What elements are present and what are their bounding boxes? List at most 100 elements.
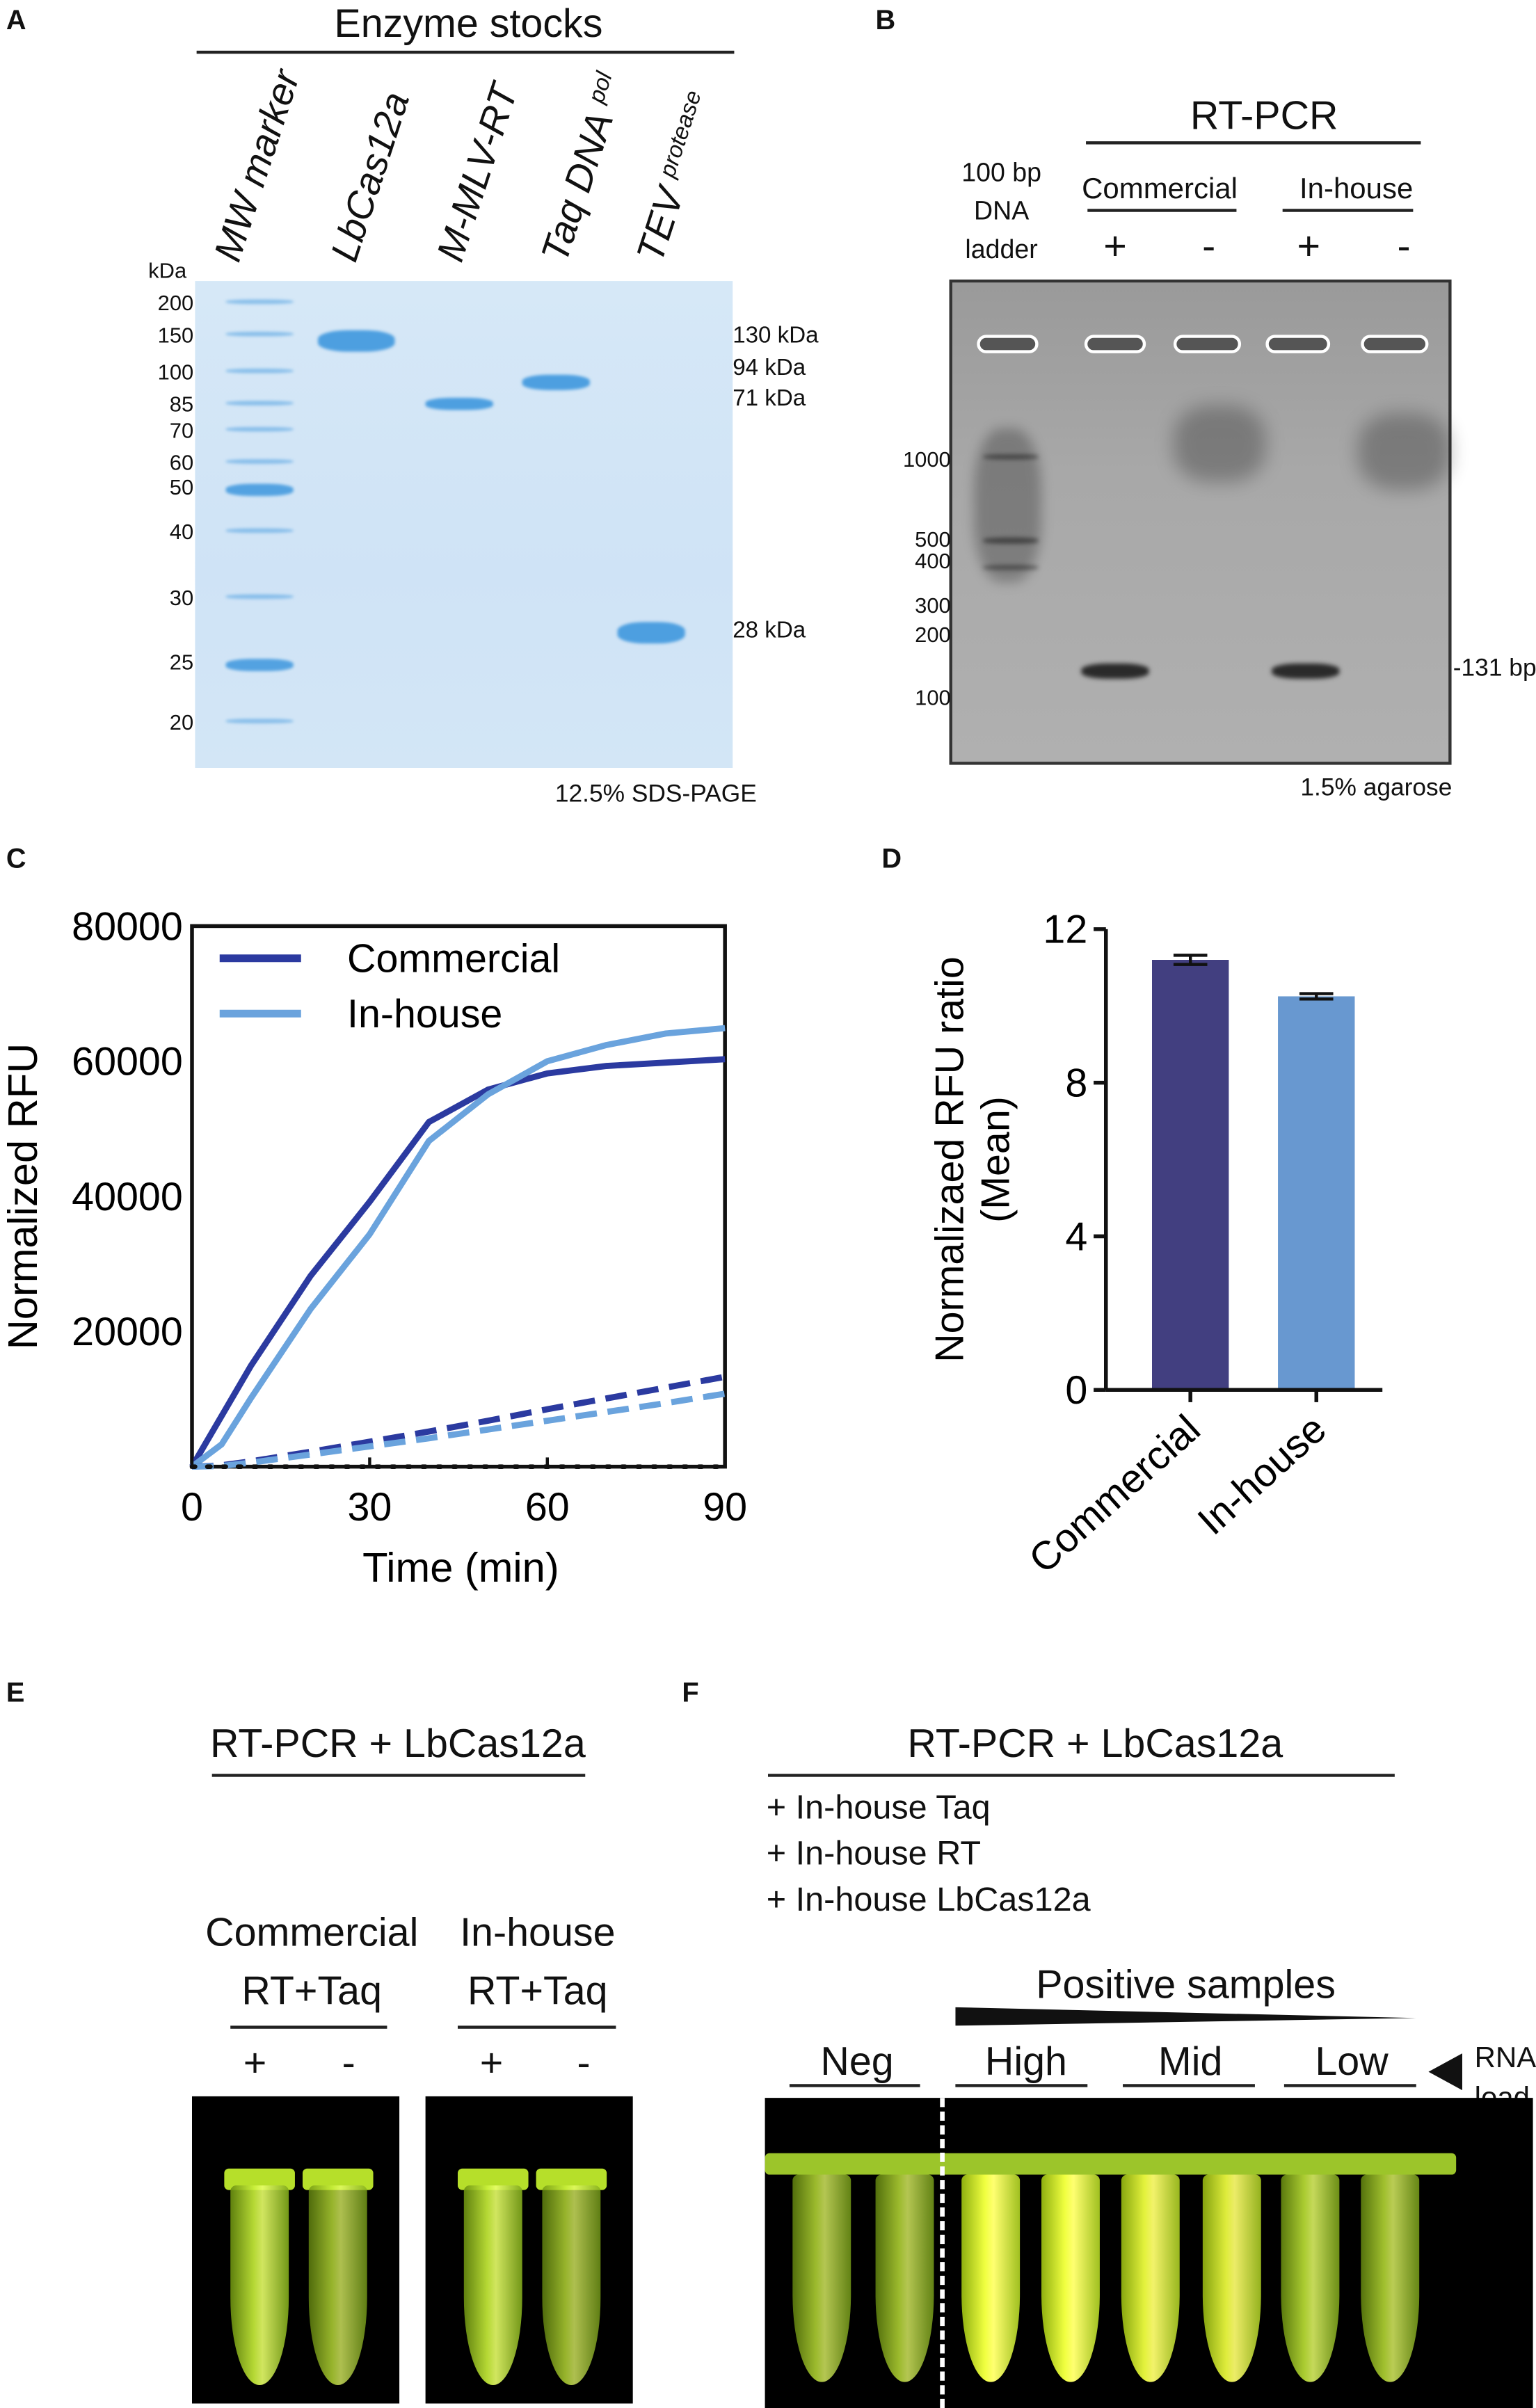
bar-commercial <box>1152 960 1229 1390</box>
kda-unit: kDa <box>148 257 187 283</box>
tube-positive <box>230 2185 289 2386</box>
y-axis-label: Normalized RFU <box>0 1043 46 1350</box>
group-underline <box>457 2025 616 2029</box>
pcr-band-131bp <box>1081 663 1149 679</box>
pcr-tube <box>792 2174 851 2382</box>
marker-band <box>225 594 294 600</box>
group-inhouse: In-house <box>1299 173 1414 206</box>
panel-c-label: C <box>6 843 26 874</box>
divider-dashed-line <box>940 2098 945 2408</box>
panel-b-title: RT-PCR <box>1190 92 1338 138</box>
band-label-131bp: -131 bp <box>1453 655 1536 682</box>
group-underline <box>230 2025 387 2029</box>
condition-label: + In-house RT <box>766 1833 982 1872</box>
group-commercial: Commercial <box>1082 173 1238 206</box>
gel-well <box>1361 335 1429 353</box>
panel-a-label: A <box>6 4 26 35</box>
ladder-title-line: 100 bp <box>961 158 1042 188</box>
ladder-tick-label: 70 <box>169 417 194 442</box>
group-label: RT+Taq <box>241 1967 383 2014</box>
pcr-band-131bp <box>1272 663 1340 679</box>
arrow-left-icon <box>1428 2053 1463 2091</box>
group-neg: Neg <box>820 2038 894 2085</box>
series-line-dashed-3 <box>191 1390 726 1470</box>
group-low: Low <box>1315 2038 1389 2085</box>
ladder-tick-label: 50 <box>169 474 194 499</box>
pcr-tube <box>1281 2174 1340 2382</box>
sign-label: - <box>1397 223 1411 269</box>
title-underline <box>1086 141 1421 145</box>
x-tick-label: Commercial <box>1021 1406 1208 1582</box>
y-tick-label: 80000 <box>72 904 183 949</box>
ladder-tick-label: 400 <box>915 548 951 573</box>
band-size-label: 130 kDa <box>733 322 819 349</box>
group-high: High <box>984 2038 1067 2085</box>
group-label: Commercial <box>205 1909 419 1955</box>
ladder-smear <box>973 428 1042 582</box>
condition-label: + In-house Taq <box>766 1788 991 1827</box>
x-tick-label: In-house <box>1190 1406 1335 1543</box>
protein-band <box>318 330 395 352</box>
bar-in-house <box>1278 996 1355 1390</box>
ladder-tick-label: 1000 <box>902 447 951 472</box>
panel-f-label: F <box>682 1677 699 1708</box>
ladder-tick-label: 200 <box>157 290 194 315</box>
series-line-in-house <box>190 1025 726 1470</box>
x-axis-label: Time (min) <box>362 1544 559 1591</box>
ladder-tick-label: 100 <box>915 684 951 710</box>
gel-well <box>1265 335 1331 353</box>
protein-band <box>617 622 685 644</box>
series-line-commercial <box>189 1056 726 1468</box>
title-underline <box>768 1774 1395 1777</box>
ladder-tick-label: 85 <box>169 392 194 417</box>
sign-label: - <box>577 2039 591 2086</box>
tube-negative <box>542 2185 601 2386</box>
decreasing-load-wedge-icon <box>955 2007 1416 2026</box>
marker-band <box>225 368 294 374</box>
ladder-tick-label: 20 <box>169 709 194 735</box>
y-tick-label: 20000 <box>72 1310 183 1354</box>
high-mw-smear <box>1173 405 1266 483</box>
marker-band <box>225 528 294 533</box>
group-underline <box>1087 209 1237 212</box>
gel-well <box>1173 335 1242 353</box>
y-axis-label: Normalizaed RFU ratio <box>927 956 972 1363</box>
band-size-label: 94 kDa <box>733 355 806 381</box>
panel-b-label: B <box>875 4 896 35</box>
ladder-tick-label: 300 <box>915 593 951 618</box>
x-tick-label: 90 <box>703 1485 747 1530</box>
title-underline <box>196 50 735 54</box>
y-tick-label: 4 <box>1065 1214 1087 1259</box>
sign-label: - <box>342 2039 355 2086</box>
tube-strip-photo <box>765 2098 1533 2408</box>
marker-band <box>225 426 294 432</box>
pcr-tube <box>961 2174 1021 2382</box>
ladder-tick-label: 40 <box>169 519 194 544</box>
ladder-tick-label: 100 <box>157 359 194 384</box>
panel-e-label: E <box>6 1677 25 1708</box>
ladder-tick-label: 500 <box>915 527 951 552</box>
agarose-gel <box>949 279 1452 765</box>
band-size-label: 28 kDa <box>733 617 806 644</box>
ladder-title-line: DNA <box>973 196 1030 226</box>
pcr-tube <box>1041 2174 1100 2382</box>
marker-band <box>225 401 294 406</box>
ladder-tick-label: 25 <box>169 649 194 675</box>
condition-label: + In-house LbCas12a <box>766 1879 1091 1918</box>
tube-photo-commercial <box>192 2096 400 2404</box>
positive-samples-label: Positive samples <box>1036 1961 1336 2007</box>
group-underline <box>1282 209 1414 212</box>
y-tick-label: 8 <box>1065 1061 1087 1106</box>
y-tick-label: 40000 <box>72 1175 183 1219</box>
rfu-time-line-chart: 0 30 60 90 20000 40000 60000 80000 Time (min) Nor… <box>0 904 747 1591</box>
x-tick-label: 60 <box>525 1485 570 1530</box>
ladder-band <box>983 454 1039 460</box>
marker-band <box>225 299 294 305</box>
y-tick-label: 0 <box>1065 1368 1087 1413</box>
band-size-label: 71 kDa <box>733 385 806 412</box>
y-tick-label: 12 <box>1043 908 1087 952</box>
ladder-title-line: ladder <box>965 234 1038 264</box>
panel-d-label: D <box>881 843 902 874</box>
group-underline <box>1123 2084 1255 2087</box>
